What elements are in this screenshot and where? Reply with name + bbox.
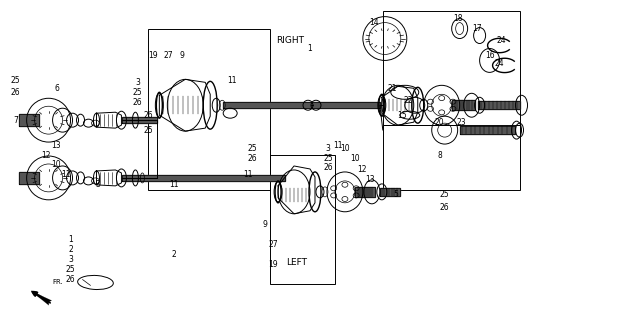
Text: 13: 13 (51, 140, 60, 149)
Text: 11: 11 (170, 180, 179, 189)
Polygon shape (19, 114, 39, 126)
Text: 3: 3 (68, 255, 73, 264)
Text: 19: 19 (268, 260, 278, 269)
Text: 14: 14 (369, 18, 379, 27)
Text: 8: 8 (437, 150, 442, 160)
Polygon shape (478, 101, 520, 109)
Text: 10: 10 (51, 160, 60, 170)
Text: 25: 25 (11, 76, 20, 85)
Text: 23: 23 (457, 118, 466, 127)
Polygon shape (19, 172, 39, 184)
Text: 25: 25 (323, 154, 333, 163)
Polygon shape (452, 100, 474, 110)
Text: 25: 25 (133, 88, 142, 97)
Text: 11: 11 (243, 171, 253, 180)
Text: 9: 9 (263, 220, 268, 229)
Text: 26: 26 (66, 275, 75, 284)
Text: 19: 19 (149, 51, 158, 60)
Text: 26: 26 (247, 154, 257, 163)
Text: 6: 6 (54, 84, 59, 93)
Text: 18: 18 (453, 14, 462, 23)
Text: 7: 7 (13, 116, 18, 125)
Text: 3: 3 (135, 78, 140, 87)
Bar (270, 155, 335, 284)
Bar (383, 11, 520, 125)
Text: RIGHT: RIGHT (276, 36, 304, 45)
Text: 3: 3 (95, 180, 100, 189)
Text: 2: 2 (172, 250, 176, 259)
Text: 24: 24 (497, 36, 507, 45)
Polygon shape (380, 188, 400, 196)
Text: 20: 20 (435, 118, 444, 127)
Text: 26: 26 (133, 98, 142, 107)
Text: 10: 10 (350, 154, 360, 163)
Text: 11: 11 (228, 76, 237, 85)
Text: 16: 16 (485, 51, 494, 60)
Text: 10: 10 (340, 144, 350, 153)
Text: 26: 26 (323, 164, 333, 172)
Text: 25: 25 (66, 265, 75, 274)
Bar (148, 28, 270, 190)
Text: 22: 22 (403, 96, 413, 105)
Text: 25: 25 (144, 126, 153, 135)
Text: 1: 1 (68, 235, 73, 244)
Polygon shape (122, 175, 285, 181)
Polygon shape (223, 102, 380, 108)
Text: 17: 17 (472, 24, 481, 33)
Text: 26: 26 (440, 203, 450, 212)
Text: 21: 21 (387, 84, 397, 93)
Text: 25: 25 (247, 144, 257, 153)
Text: 12: 12 (41, 150, 51, 160)
Text: 25: 25 (440, 190, 450, 199)
Polygon shape (460, 126, 515, 134)
Text: LEFT: LEFT (286, 258, 307, 267)
Text: 26: 26 (144, 111, 153, 120)
Text: 1: 1 (308, 44, 312, 53)
Text: 26: 26 (11, 88, 20, 97)
Polygon shape (355, 187, 375, 197)
Text: 3: 3 (326, 144, 330, 153)
Text: 11: 11 (61, 171, 70, 180)
Text: 27: 27 (164, 51, 173, 60)
Text: 15: 15 (397, 111, 407, 120)
Text: 9: 9 (180, 51, 184, 60)
Bar (383, 125, 520, 190)
Text: 24: 24 (495, 59, 504, 68)
Text: 2: 2 (68, 245, 73, 254)
Polygon shape (122, 117, 157, 123)
Text: 12: 12 (357, 165, 366, 174)
Text: 11: 11 (333, 140, 342, 149)
Text: FR.: FR. (52, 279, 64, 285)
Text: 27: 27 (268, 240, 278, 249)
Text: 5: 5 (394, 190, 398, 199)
Text: 13: 13 (365, 175, 375, 184)
